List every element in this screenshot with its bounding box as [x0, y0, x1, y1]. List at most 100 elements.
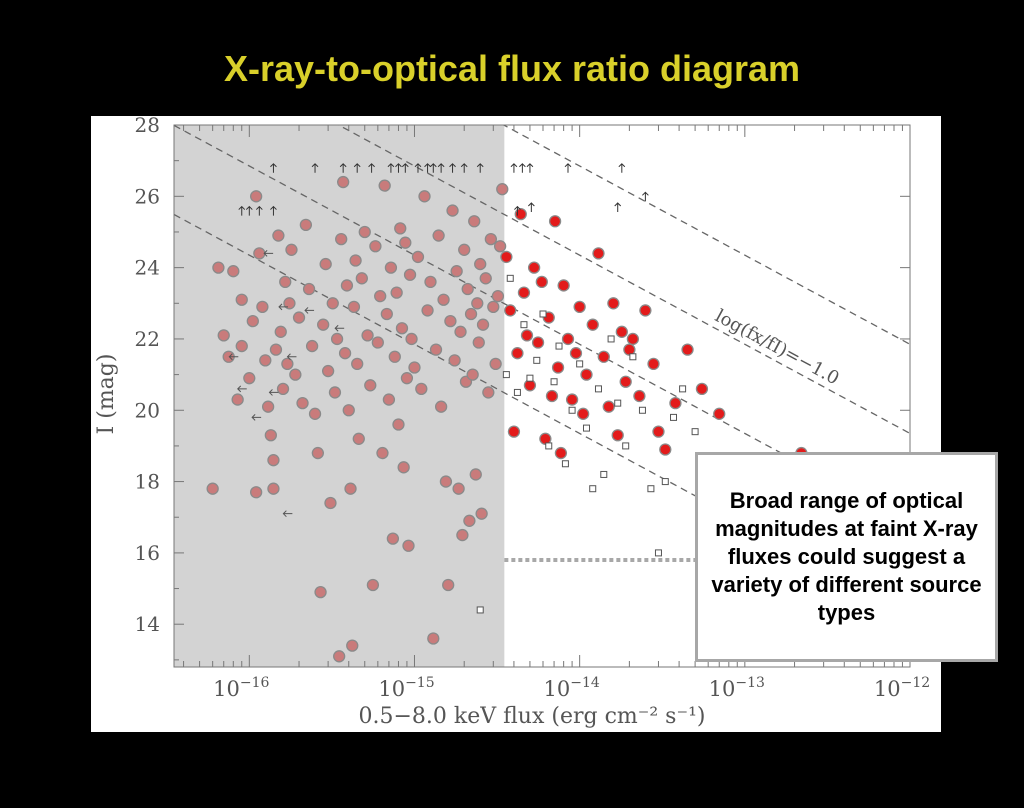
- data-point: [602, 400, 615, 413]
- data-point-square: [622, 442, 630, 450]
- data-point: [276, 382, 290, 396]
- data-point: [392, 418, 405, 431]
- y-tick-label: 16: [135, 541, 160, 565]
- data-point: [633, 389, 646, 403]
- data-point-square: [526, 374, 534, 382]
- data-point: [369, 240, 382, 253]
- data-point-square: [607, 335, 615, 343]
- data-point: [395, 322, 409, 335]
- left-limit-arrow: [304, 307, 315, 314]
- upper-limit-arrow: [618, 163, 626, 173]
- data-point: [285, 243, 298, 256]
- data-point: [464, 307, 478, 321]
- upper-limit-arrow: [527, 202, 535, 213]
- data-point: [434, 400, 448, 413]
- data-point: [439, 475, 453, 488]
- data-point: [429, 343, 443, 356]
- data-point: [206, 482, 219, 495]
- data-point: [468, 215, 481, 228]
- y-tick-label: 22: [135, 327, 160, 351]
- data-point: [374, 290, 387, 303]
- data-point: [491, 290, 505, 303]
- data-point: [551, 361, 565, 374]
- data-point: [305, 339, 319, 353]
- data-point: [548, 215, 562, 228]
- data-point: [249, 486, 263, 499]
- x-tick-label: 10−14: [544, 675, 600, 701]
- plot-frame: [173, 124, 911, 668]
- data-point: [659, 443, 672, 456]
- data-point: [471, 297, 484, 310]
- data-point-square: [589, 485, 597, 493]
- data-point: [397, 461, 410, 474]
- data-point: [554, 446, 568, 460]
- upper-limit-arrow: [642, 191, 649, 202]
- upper-limit-arrow: [564, 163, 572, 173]
- upper-limit-arrow: [270, 205, 277, 216]
- data-point: [308, 407, 322, 420]
- data-point-square: [539, 310, 547, 318]
- data-point-square: [638, 406, 646, 414]
- upper-limit-arrow: [238, 205, 246, 216]
- data-point: [382, 393, 396, 406]
- data-point: [361, 329, 374, 342]
- data-point: [253, 247, 266, 260]
- left-limit-arrow: [334, 324, 345, 332]
- upper-limit-arrow: [424, 163, 431, 173]
- data-point: [302, 282, 316, 296]
- y-tick-label: 26: [135, 184, 160, 208]
- data-point: [212, 261, 225, 274]
- x-tick-label: 10−12: [874, 675, 930, 701]
- data-point: [351, 357, 364, 371]
- upper-limit-arrow: [510, 163, 518, 173]
- data-point: [520, 329, 534, 342]
- data-point: [504, 304, 517, 317]
- upper-limit-arrow: [429, 163, 437, 173]
- data-point: [299, 218, 313, 231]
- data-point: [319, 257, 332, 271]
- upper-limit-arrow: [255, 205, 263, 216]
- data-point: [246, 314, 259, 328]
- x-tick-label: 10−15: [378, 675, 434, 701]
- data-point-square: [661, 478, 669, 486]
- slide-title: X-ray-to-optical flux ratio diagram: [223, 48, 801, 89]
- data-point: [647, 357, 660, 371]
- data-point: [487, 300, 500, 314]
- data-point: [615, 325, 628, 338]
- data-point-square: [513, 388, 521, 396]
- data-point: [472, 336, 485, 349]
- upper-limit-arrow: [514, 205, 521, 216]
- data-point: [454, 325, 467, 338]
- data-point: [458, 243, 471, 256]
- scatter-plot: 14 16 18 20 22 24 26 28 10−16 10−15 10−14 10−13 10−1…: [94, 116, 930, 729]
- data-point: [321, 364, 335, 378]
- reference-line-1: [337, 125, 910, 435]
- left-limit-arrow: [278, 303, 289, 311]
- data-point: [279, 275, 292, 289]
- y-tick-label: 28: [135, 116, 160, 137]
- data-point: [489, 357, 502, 371]
- data-point: [652, 425, 665, 438]
- data-point: [399, 236, 412, 249]
- data-point: [227, 265, 240, 278]
- data-point: [450, 265, 463, 278]
- data-point: [586, 318, 599, 331]
- data-point: [611, 429, 624, 442]
- data-point: [597, 350, 610, 363]
- x-axis-label: 0.5−8.0 keV flux (erg cm⁻² s⁻¹): [359, 704, 706, 729]
- data-point: [333, 650, 346, 663]
- data-point: [474, 257, 487, 271]
- data-point: [476, 318, 490, 331]
- x-tick-label: 10−16: [213, 675, 269, 701]
- data-point: [283, 297, 296, 310]
- data-point: [607, 297, 620, 310]
- data-point: [274, 325, 287, 338]
- data-point: [531, 336, 545, 349]
- data-point: [231, 393, 244, 406]
- data-point-square: [576, 360, 584, 368]
- data-point: [261, 400, 275, 413]
- data-point: [376, 446, 389, 460]
- upper-limit-arrow: [519, 163, 526, 173]
- upper-limit-arrow: [387, 163, 395, 173]
- data-point: [517, 286, 531, 299]
